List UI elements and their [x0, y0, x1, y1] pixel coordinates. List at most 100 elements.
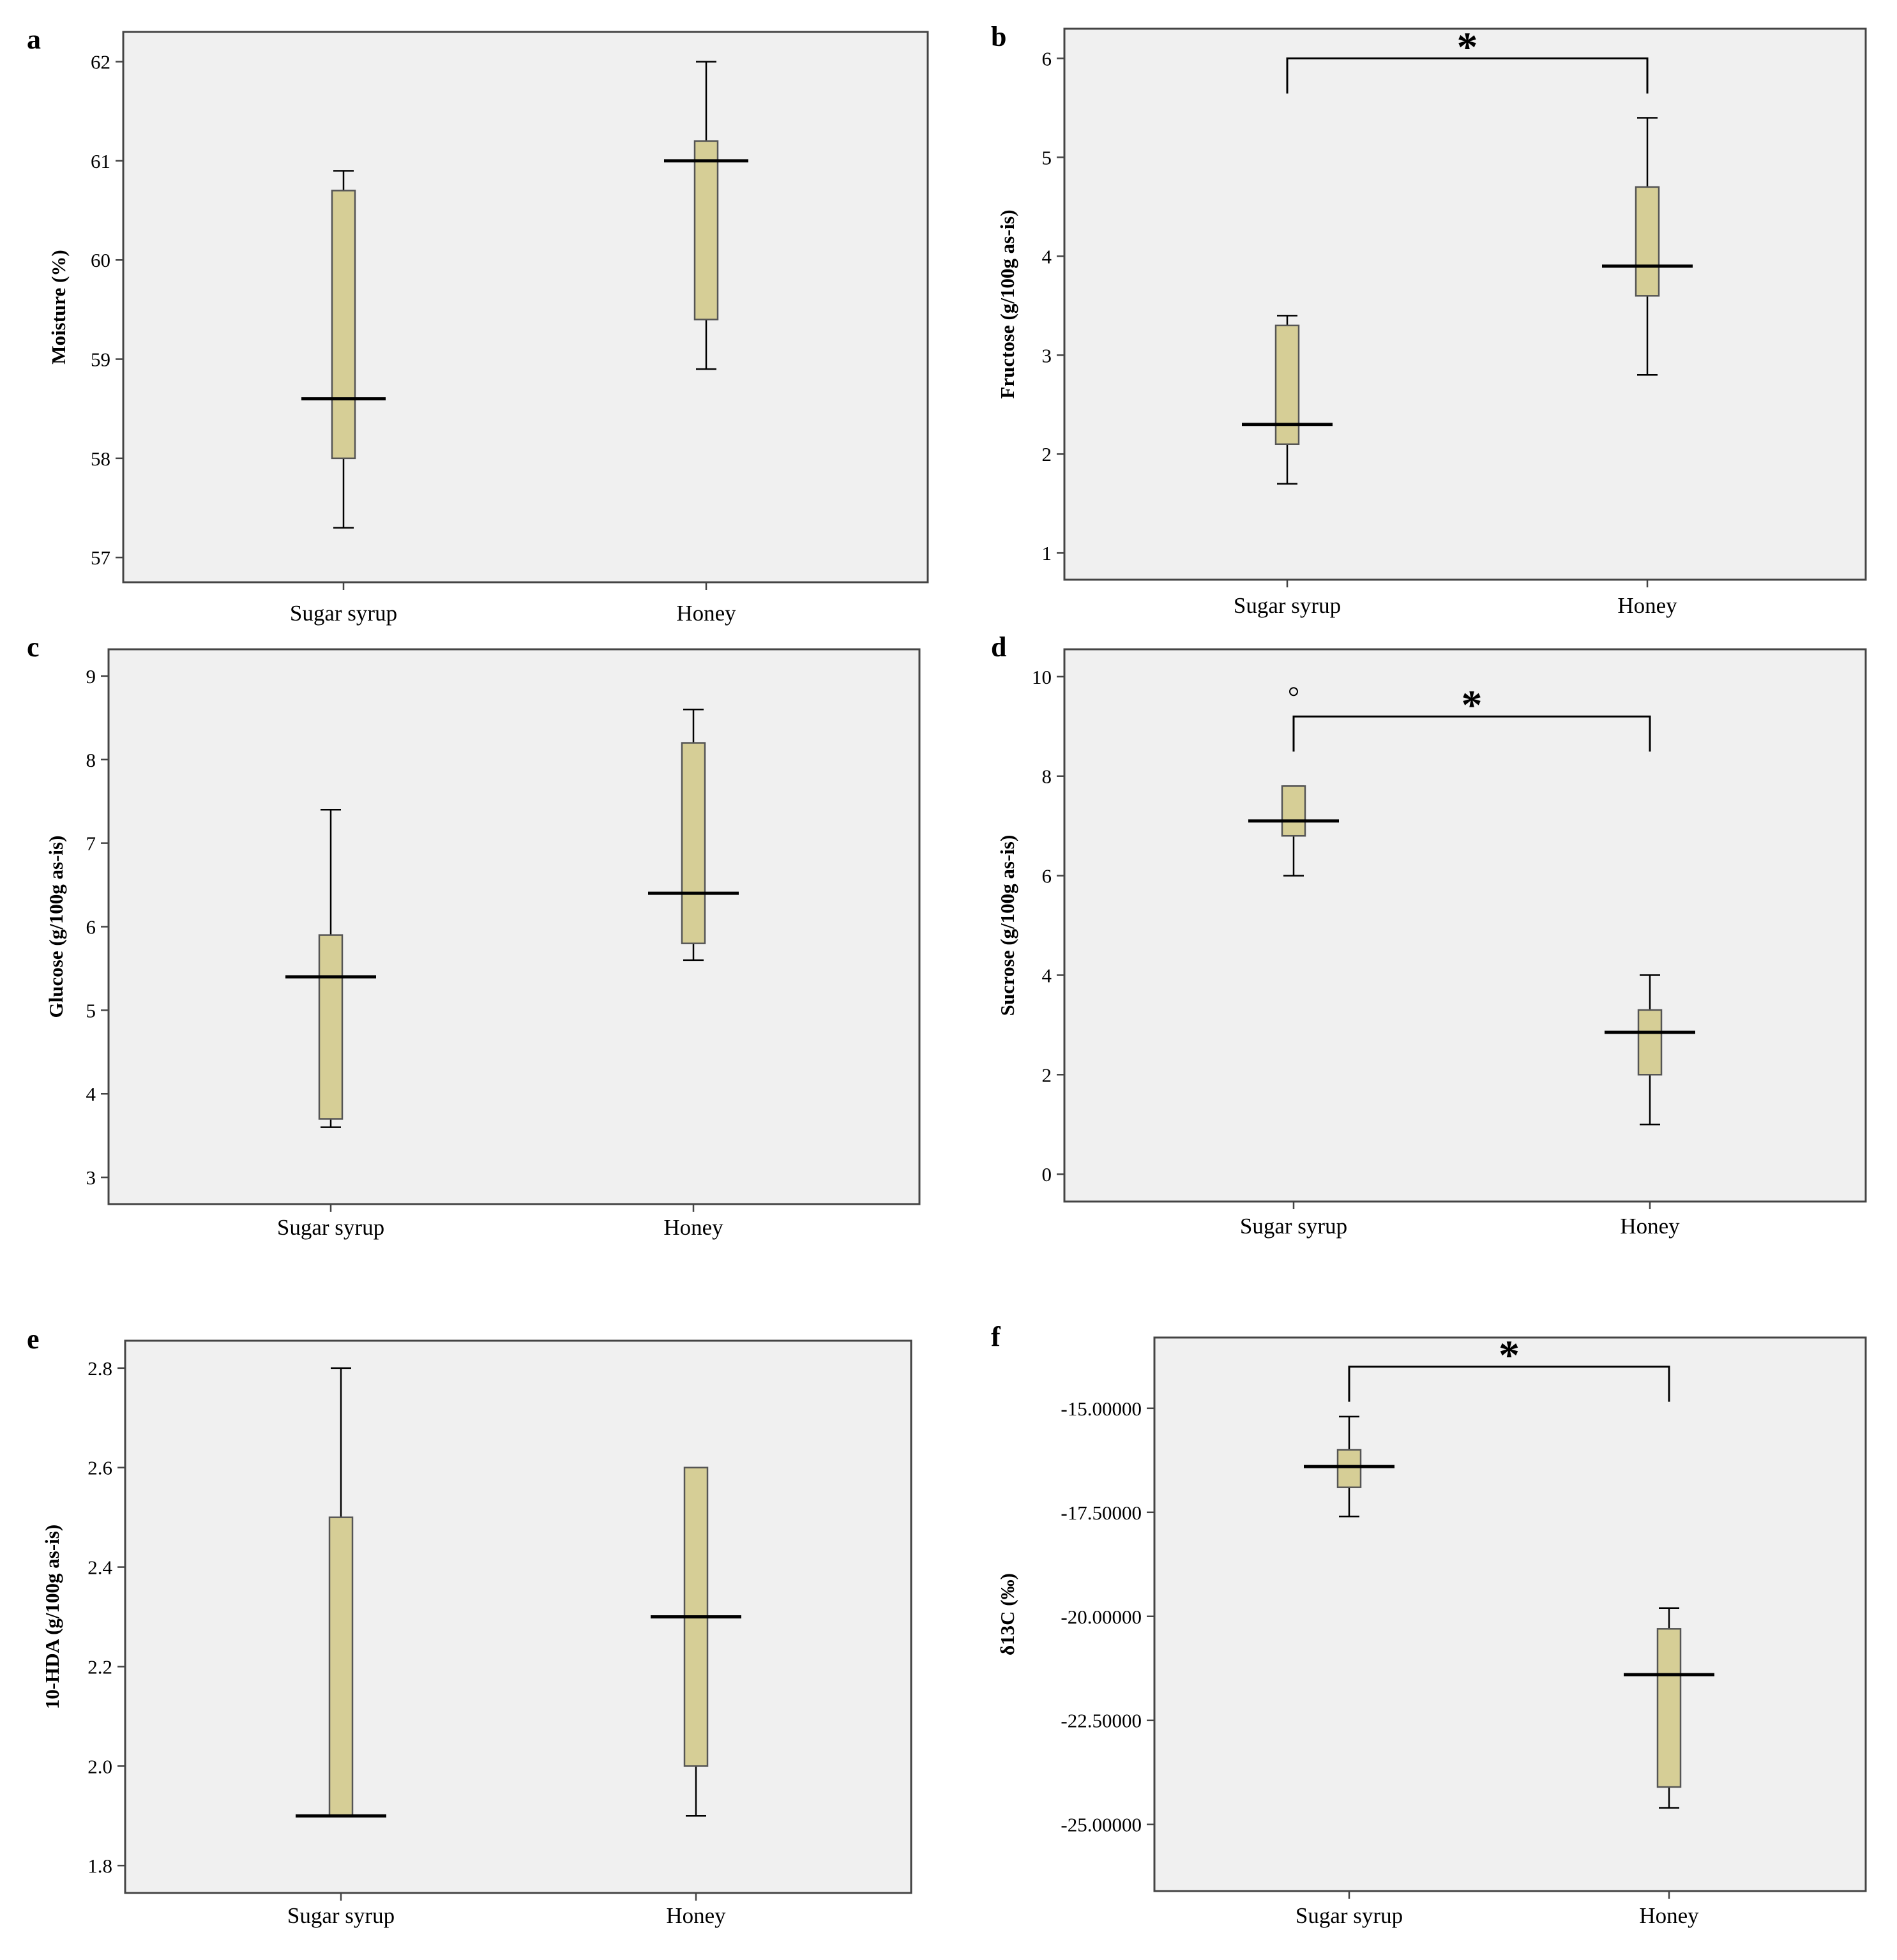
panel-f: f -25.00000 -22.50000 -20.00000 -17.50000 -15… [991, 1321, 1867, 1928]
box-sugar-syrup [296, 1367, 386, 1818]
y-tick-label: 2.0 [87, 1755, 112, 1777]
panel-d: d 0 2 4 6 8 10 Sucrose (g/100g as-is) Sugar syru… [991, 631, 1867, 1239]
y-axis-title: Moisture (%) [47, 250, 70, 364]
plot-area [1153, 1336, 1867, 1892]
y-tick-label: 3 [1042, 344, 1052, 366]
x-category-label: Honey [1620, 1214, 1680, 1239]
y-tick-label: 7 [86, 833, 96, 855]
y-tick-label: 1 [1042, 542, 1052, 564]
plot-area [122, 31, 929, 584]
y-tick-label: 5 [1042, 146, 1052, 169]
iqr-box [681, 742, 706, 944]
x-category-label: Honey [1617, 593, 1677, 618]
x-category-label: Sugar syrup [277, 1215, 384, 1240]
significance-bracket [1286, 57, 1649, 94]
x-category-label: Sugar syrup [1234, 593, 1341, 618]
y-tick-label: 59 [91, 349, 110, 371]
box-sugar-syrup [1242, 315, 1333, 485]
y-tick-label: 1.8 [87, 1855, 112, 1877]
y-tick-label: 2 [1042, 443, 1052, 465]
y-tick-label: 61 [91, 150, 110, 172]
y-tick-label: 6 [1042, 865, 1052, 887]
y-tick-label: 58 [91, 448, 110, 470]
panel-letter: d [991, 631, 1006, 663]
y-axis-title: Sucrose (g/100g as-is) [996, 835, 1018, 1016]
x-category-label: Honey [676, 601, 736, 626]
box-sugar-syrup [1304, 1415, 1394, 1518]
y-axis-title: Glucose (g/100g as-is) [45, 836, 67, 1018]
y-tick-label: -17.50000 [1061, 1502, 1142, 1524]
y-axis-title: δ13C (‰) [996, 1573, 1018, 1655]
y-tick-label: 4 [1042, 245, 1052, 268]
significance-star: * [1457, 24, 1478, 70]
significance-star: * [1462, 682, 1483, 728]
plot-area [1063, 648, 1867, 1203]
y-tick-label: -25.00000 [1061, 1814, 1142, 1836]
outlier-point [1289, 687, 1298, 697]
panel-letter: c [27, 631, 40, 663]
y-axis-title: 10-HDA (g/100g as-is) [41, 1525, 63, 1709]
y-tick-label: 2.6 [87, 1457, 112, 1479]
panel-letter: b [991, 21, 1006, 52]
iqr-box [328, 1516, 354, 1817]
box-honey [1624, 1607, 1714, 1809]
y-tick-label: 3 [86, 1166, 96, 1189]
panel-letter: a [27, 24, 41, 55]
x-category-label: Sugar syrup [1240, 1214, 1347, 1239]
iqr-box [1281, 785, 1306, 837]
iqr-box [1336, 1449, 1362, 1488]
y-tick-label: -15.00000 [1061, 1398, 1142, 1420]
y-tick-label: 2.2 [87, 1655, 112, 1678]
panel-letter: f [991, 1321, 1001, 1352]
y-tick-label: 2.4 [87, 1557, 112, 1579]
iqr-box [318, 934, 344, 1120]
y-tick-label: 6 [1042, 47, 1052, 70]
panel-letter: e [27, 1323, 40, 1355]
y-tick-label: 2.8 [87, 1357, 112, 1380]
y-tick-label: 6 [86, 916, 96, 939]
iqr-box [331, 190, 356, 460]
box-honey [664, 61, 748, 370]
significance-bracket [1292, 715, 1651, 752]
y-tick-label: 2 [1042, 1064, 1052, 1086]
x-category-label: Honey [666, 1903, 726, 1928]
box-sugar-syrup [1248, 785, 1339, 877]
significance-bracket [1348, 1366, 1670, 1402]
y-tick-label: 57 [91, 547, 110, 569]
y-tick-label: 62 [91, 51, 110, 73]
significance-star: * [1499, 1332, 1520, 1379]
y-tick-label: -20.00000 [1061, 1606, 1142, 1628]
box-honey [651, 1466, 741, 1817]
iqr-box [1637, 1009, 1663, 1076]
y-tick-label: 10 [1032, 666, 1052, 688]
x-category-label: Honey [1639, 1903, 1699, 1928]
y-tick-label: 8 [1042, 765, 1052, 788]
y-tick-label: 4 [86, 1083, 96, 1105]
box-honey [648, 708, 739, 961]
y-tick-label: 8 [86, 749, 96, 771]
iqr-box [693, 140, 719, 320]
plot-area [124, 1339, 912, 1894]
iqr-box [1274, 324, 1300, 445]
y-tick-label: 4 [1042, 964, 1052, 986]
y-tick-label: 5 [86, 999, 96, 1021]
box-honey [1605, 974, 1695, 1126]
y-tick-label: 0 [1042, 1163, 1052, 1186]
y-tick-label: 9 [86, 665, 96, 688]
panel-e: e 1.8 2.0 2.2 2.4 2.6 2.8 10-HDA (g/100g as-is)… [27, 1323, 912, 1928]
iqr-box [1656, 1628, 1682, 1788]
y-tick-label: 60 [91, 249, 110, 271]
box-sugar-syrup [285, 809, 376, 1128]
plot-area [1063, 27, 1867, 581]
x-category-label: Sugar syrup [290, 601, 397, 626]
x-category-label: Sugar syrup [1296, 1903, 1403, 1928]
x-category-label: Sugar syrup [287, 1903, 395, 1928]
x-category-label: Honey [663, 1215, 723, 1240]
box-sugar-syrup [301, 170, 386, 529]
panel-b: b 1 2 3 4 5 6 Fructose (g/100g as-is) Sugar syru… [991, 21, 1867, 618]
iqr-box [1635, 186, 1660, 297]
y-tick-label: -22.50000 [1061, 1710, 1142, 1732]
panel-a: a 57 58 59 60 61 62 Moisture (%) Sugar syrup Hone… [27, 24, 929, 626]
box-honey [1602, 117, 1693, 376]
